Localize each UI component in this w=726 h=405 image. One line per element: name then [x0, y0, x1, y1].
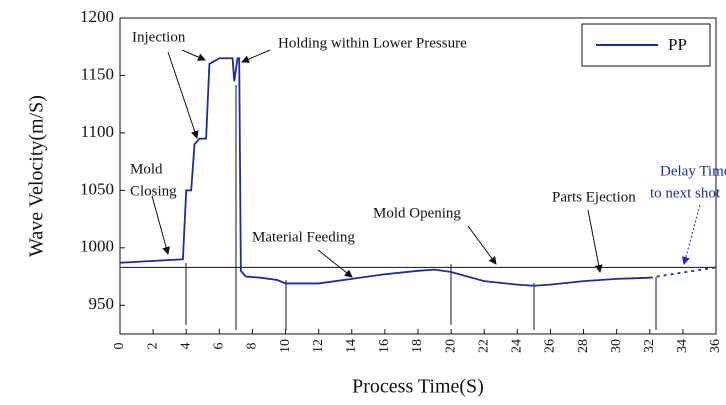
x-tick-label: 34: [675, 339, 690, 353]
delay-line: [649, 266, 717, 279]
x-tick-label: 0: [112, 343, 127, 350]
x-tick-label: 32: [642, 339, 657, 353]
y-tick-label: 1050: [80, 179, 114, 198]
annotation: Delay Time: [660, 163, 726, 179]
legend-label: PP: [668, 35, 687, 54]
x-tick-label: 30: [609, 339, 624, 353]
y-axis-label: Wave Velocity(m/S): [26, 95, 48, 257]
annotation: Material Feeding: [252, 229, 355, 245]
y-tick-label: 950: [89, 294, 115, 313]
x-tick-label: 14: [344, 339, 359, 353]
x-tick-label: 2: [145, 343, 160, 350]
x-tick-label: 36: [708, 339, 723, 353]
x-tick-label: 18: [410, 339, 425, 353]
y-tick-label: 1000: [80, 237, 114, 256]
data-line: [119, 57, 650, 287]
annotation: Holding within Lower Pressure: [278, 35, 467, 51]
x-tick-label: 16: [377, 339, 392, 353]
legend: PP: [581, 23, 711, 67]
annotation: Mold Opening: [373, 205, 461, 221]
x-tick-label: 12: [311, 339, 326, 353]
x-tick-label: 6: [212, 343, 227, 350]
y-tick-label: 1200: [80, 7, 114, 26]
x-tick-label: 24: [510, 339, 525, 353]
annotation: Injection: [132, 29, 186, 45]
annotation: to next shot: [650, 185, 721, 201]
annotation-arrows: [151, 49, 701, 278]
x-tick-label: 20: [443, 339, 458, 353]
x-tick-label: 28: [576, 339, 591, 353]
x-tick-label: 10: [278, 339, 293, 353]
x-tick-label: 26: [543, 339, 558, 353]
x-tick-label: 22: [476, 339, 491, 353]
y-tick-label: 1150: [81, 64, 114, 83]
y-tick-label: 1100: [81, 122, 114, 141]
x-axis-label: Process Time(S): [352, 376, 484, 398]
annotation-lines: [185, 85, 657, 330]
x-tick-label: 4: [178, 343, 193, 350]
annotation: Parts Ejection: [552, 189, 636, 205]
annotation: Closing: [130, 183, 177, 199]
x-tick-label: 8: [245, 343, 260, 350]
annotation: Mold: [130, 161, 163, 177]
